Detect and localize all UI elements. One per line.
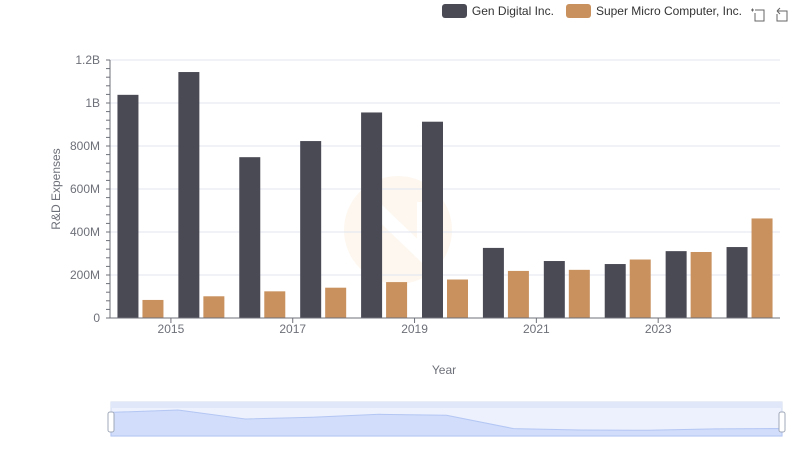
bar-super-micro[interactable] <box>751 218 773 318</box>
zoom-icon[interactable] <box>750 6 766 22</box>
bar-super-micro[interactable] <box>325 287 347 318</box>
legend-label-gen-digital: Gen Digital Inc. <box>471 4 554 18</box>
x-tick-label: 2023 <box>645 322 672 336</box>
y-tick-label: 800M <box>70 139 100 153</box>
bar-gen-digital[interactable] <box>604 264 626 318</box>
restore-icon[interactable] <box>774 6 790 22</box>
bars <box>117 72 773 319</box>
x-axis-title: Year <box>432 363 456 377</box>
legend-label-super-micro: Super Micro Computer, Inc. <box>595 4 742 18</box>
bar-gen-digital[interactable] <box>665 251 687 318</box>
bar-super-micro[interactable] <box>629 259 651 318</box>
bar-gen-digital[interactable] <box>178 72 200 318</box>
x-tick-label: 2021 <box>523 322 550 336</box>
x-tick-label: 2019 <box>401 322 428 336</box>
bar-super-micro[interactable] <box>690 251 712 318</box>
y-tick-label: 1.2B <box>75 53 100 67</box>
bar-super-micro[interactable] <box>203 296 225 318</box>
y-axis-title: R&D Expenses <box>49 148 63 229</box>
legend-item-gen-digital[interactable]: Gen Digital Inc. <box>441 4 554 18</box>
bar-super-micro[interactable] <box>142 299 164 318</box>
data-zoom-preview <box>110 409 783 437</box>
bar-gen-digital[interactable] <box>422 121 443 318</box>
chart-toolbox <box>750 6 790 22</box>
bar-gen-digital[interactable] <box>239 157 261 318</box>
y-tick-label: 600M <box>70 182 100 196</box>
bar-gen-digital[interactable] <box>482 247 504 318</box>
y-tick-label: 400M <box>70 225 100 239</box>
legend-swatch-super-micro <box>565 4 591 18</box>
y-tick-label: 200M <box>70 268 100 282</box>
axes: 0 200M 400M 600M 800M 1B 1.2B 2015 2017 2019 2021 2… <box>70 53 780 336</box>
legend-swatch-gen-digital <box>441 4 467 18</box>
legend-item-super-micro[interactable]: Super Micro Computer, Inc. <box>565 4 742 18</box>
bar-super-micro[interactable] <box>386 282 408 318</box>
bar-super-micro[interactable] <box>568 269 590 318</box>
bar-gen-digital[interactable] <box>361 112 383 319</box>
data-zoom-handle-left[interactable] <box>107 411 115 433</box>
data-zoom-top-bar[interactable] <box>111 402 782 408</box>
bar-gen-digital[interactable] <box>300 141 322 318</box>
bar-super-micro[interactable] <box>507 270 529 318</box>
x-tick-label: 2015 <box>158 322 185 336</box>
chart-legend: Gen Digital Inc. Super Micro Computer, I… <box>441 4 742 18</box>
x-tick-label: 2017 <box>279 322 306 336</box>
data-zoom-slider[interactable] <box>107 401 786 437</box>
bar-gen-digital[interactable] <box>726 247 748 318</box>
y-tick-label: 1B <box>85 96 100 110</box>
y-tick-label: 0 <box>93 311 100 325</box>
bar-gen-digital[interactable] <box>543 261 565 318</box>
bar-super-micro[interactable] <box>264 291 286 318</box>
bar-gen-digital[interactable] <box>117 94 139 318</box>
data-zoom-handle-right[interactable] <box>778 411 786 433</box>
bar-super-micro[interactable] <box>447 279 468 318</box>
